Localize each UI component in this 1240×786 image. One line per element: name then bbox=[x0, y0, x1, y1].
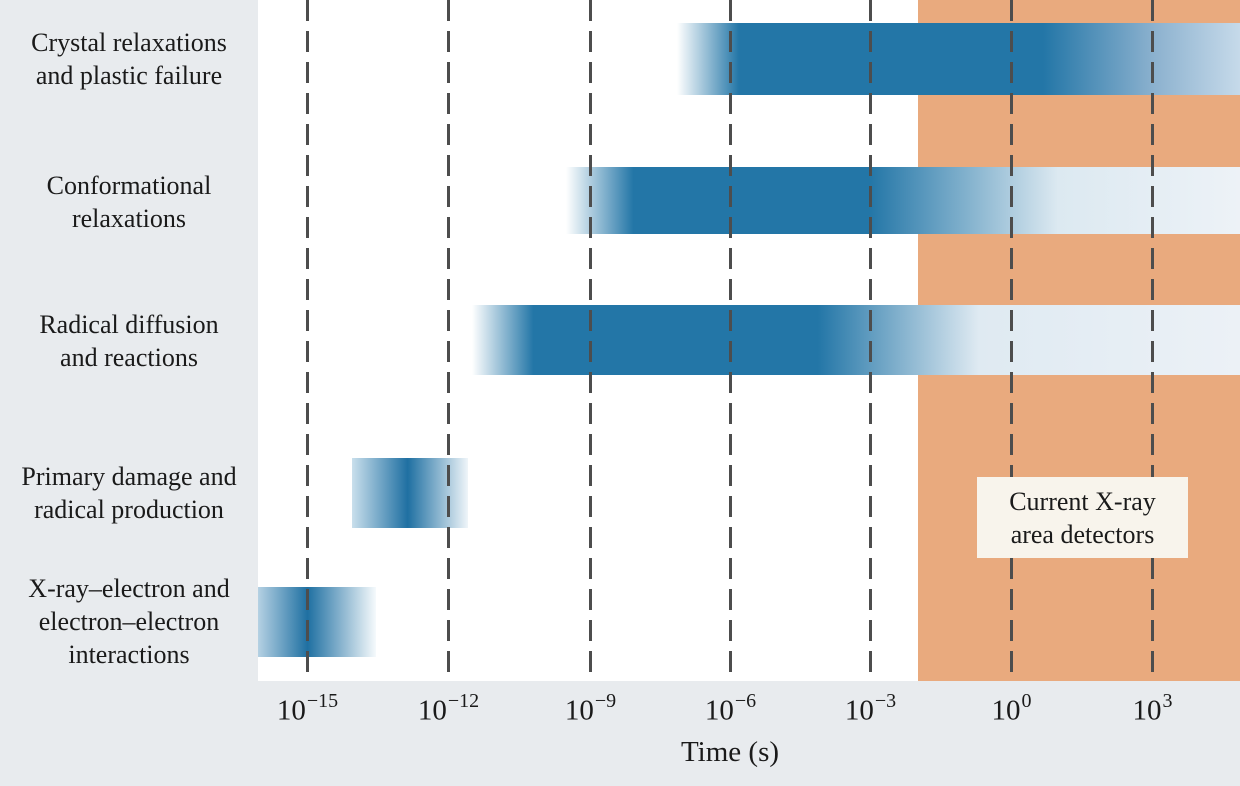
gridline-1e0 bbox=[1010, 0, 1013, 681]
tick-exponent: −9 bbox=[594, 690, 617, 712]
row-label-line: Radical diffusion bbox=[39, 310, 219, 339]
tick-exponent: −12 bbox=[447, 690, 480, 712]
x-tick-1e-15: 10−15 bbox=[276, 690, 339, 728]
bar-crystal-relaxations bbox=[677, 23, 1240, 95]
row-label-xray-electron-interactions: X-ray–electron and electron–electron int… bbox=[0, 572, 258, 671]
gridline-1e-9 bbox=[589, 0, 592, 681]
gridline-1e-3 bbox=[869, 0, 872, 681]
bar-primary-damage bbox=[352, 458, 468, 528]
x-tick-1e-6: 10−6 bbox=[704, 690, 757, 728]
bar-conformational-relaxations bbox=[566, 167, 1240, 234]
row-label-line: and plastic failure bbox=[35, 61, 223, 90]
gridline-1e-12 bbox=[447, 0, 450, 681]
bar-xray-electron-interactions bbox=[258, 587, 376, 657]
tick-exponent: 3 bbox=[1162, 690, 1173, 712]
plot-area: Current X-ray area detectors bbox=[258, 0, 1240, 681]
tick-base: 10 bbox=[991, 694, 1021, 727]
row-label-line: interactions bbox=[68, 640, 190, 669]
row-label-line: radical production bbox=[34, 495, 224, 524]
x-tick-1e0: 100 bbox=[991, 690, 1032, 728]
tick-exponent: 0 bbox=[1021, 690, 1032, 712]
x-axis-title: Time (s) bbox=[680, 736, 780, 768]
row-label-line: and reactions bbox=[60, 343, 198, 372]
detector-label-line: area detectors bbox=[1010, 519, 1155, 549]
gridline-1e-15 bbox=[306, 0, 309, 681]
x-tick-1e3: 103 bbox=[1132, 690, 1173, 728]
tick-exponent: −3 bbox=[874, 690, 897, 712]
tick-base: 10 bbox=[564, 694, 594, 727]
row-label-line: Primary damage and bbox=[21, 462, 237, 491]
tick-base: 10 bbox=[417, 694, 447, 727]
row-label-line: electron–electron bbox=[38, 607, 220, 636]
row-label-primary-damage: Primary damage and radical production bbox=[0, 460, 258, 526]
detector-label-line: Current X-ray bbox=[1009, 486, 1156, 516]
tick-exponent: −15 bbox=[306, 690, 339, 712]
tick-base: 10 bbox=[1132, 694, 1162, 727]
row-label-radical-diffusion: Radical diffusion and reactions bbox=[0, 308, 258, 374]
x-tick-1e-3: 10−3 bbox=[844, 690, 897, 728]
row-label-line: Crystal relaxations bbox=[31, 28, 227, 57]
tick-base: 10 bbox=[704, 694, 734, 727]
tick-base: 10 bbox=[276, 694, 306, 727]
row-label-crystal-relaxations: Crystal relaxations and plastic failure bbox=[0, 26, 258, 92]
row-label-line: X-ray–electron and bbox=[28, 574, 230, 603]
gridline-1e-6 bbox=[729, 0, 732, 681]
x-tick-1e-9: 10−9 bbox=[564, 690, 617, 728]
bar-radical-diffusion bbox=[472, 305, 1240, 375]
gridline-1e3 bbox=[1151, 0, 1154, 681]
row-label-conformational-relaxations: Conformational relaxations bbox=[0, 169, 258, 235]
tick-exponent: −6 bbox=[734, 690, 757, 712]
x-tick-1e-12: 10−12 bbox=[417, 690, 480, 728]
row-label-line: Conformational bbox=[46, 171, 212, 200]
tick-base: 10 bbox=[844, 694, 874, 727]
row-label-line: relaxations bbox=[71, 204, 187, 233]
detector-label: Current X-ray area detectors bbox=[977, 477, 1188, 558]
